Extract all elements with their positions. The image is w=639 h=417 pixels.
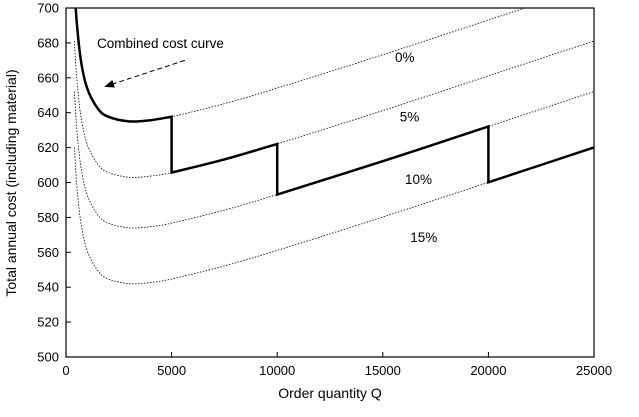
discount-label: 15%	[410, 230, 437, 245]
y-tick-label: 500	[37, 350, 59, 365]
x-tick-label: 5000	[157, 363, 186, 378]
discount-label: 0%	[395, 50, 415, 65]
y-tick-label: 600	[37, 175, 59, 190]
discount-label: 10%	[405, 172, 432, 187]
series-line-5pct	[74, 40, 594, 178]
x-tick-label: 20000	[470, 363, 506, 378]
annotations: Combined cost curve 0% 5% 10% 15%	[97, 36, 437, 245]
x-tick-label: 15000	[365, 363, 401, 378]
discount-label: 5%	[400, 109, 420, 124]
y-tick-label: 640	[37, 105, 59, 120]
y-tick-label: 580	[37, 210, 59, 225]
axes: 500 520 540 560 580 600 620 640 660 680 700 0 5000 10…	[37, 1, 612, 379]
y-tick-label: 560	[37, 245, 59, 260]
marks	[74, 8, 594, 285]
combined-cost-curve-label: Combined cost curve	[97, 36, 224, 51]
y-tick-label: 520	[37, 315, 59, 330]
x-tick-label: 10000	[259, 363, 295, 378]
y-tick-label: 540	[37, 280, 59, 295]
y-axis-label: Total annual cost (including material)	[3, 69, 19, 296]
x-tick-label: 25000	[576, 363, 612, 378]
y-tick-label: 680	[37, 35, 59, 50]
y-tick-label: 660	[37, 70, 59, 85]
x-tick-label: 0	[62, 363, 69, 378]
series-line-15pct	[74, 147, 594, 285]
series-line-0pct	[75, 8, 527, 122]
plot-frame	[65, 7, 595, 358]
y-tick-label: 700	[37, 1, 59, 16]
annotation-arrow	[104, 59, 186, 88]
x-axis-label: Order quantity Q	[278, 385, 382, 401]
y-tick-label: 620	[37, 140, 59, 155]
combined-cost-curve	[74, 8, 594, 197]
series-line-10pct	[74, 91, 594, 229]
